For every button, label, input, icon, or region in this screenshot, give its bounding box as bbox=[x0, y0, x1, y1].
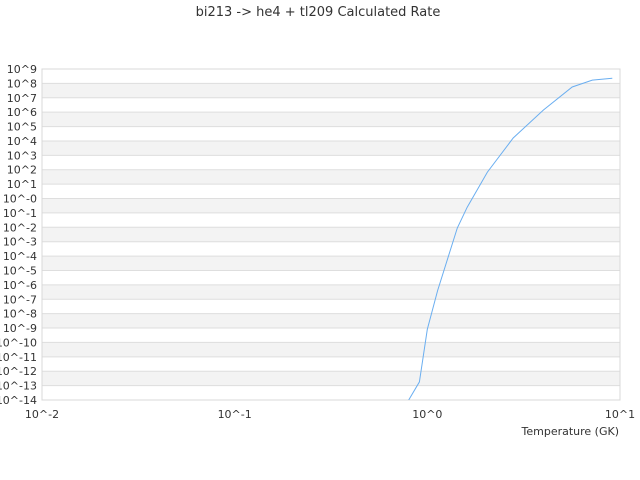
y-tick-label: 10^-12 bbox=[0, 365, 37, 378]
plot-frame bbox=[41, 68, 621, 401]
y-tick-label: 10^9 bbox=[7, 63, 37, 76]
grid-band bbox=[42, 227, 620, 242]
y-tick-label: 10^-2 bbox=[3, 221, 37, 234]
y-tick-label: 10^-4 bbox=[3, 250, 37, 263]
y-tick-label: 10^4 bbox=[7, 135, 37, 148]
grid-band bbox=[42, 256, 620, 271]
grid-band bbox=[42, 371, 620, 386]
y-tick-label: 10^-5 bbox=[3, 264, 37, 277]
grid-band bbox=[42, 313, 620, 329]
series-group bbox=[408, 77, 613, 400]
y-tick-label: 10^-6 bbox=[3, 279, 37, 292]
x-axis-label: Temperature (GK) bbox=[521, 425, 620, 438]
x-tick-label: 10^1 bbox=[605, 408, 635, 421]
y-tick-label: 10^7 bbox=[7, 92, 37, 105]
grid-bands bbox=[42, 83, 620, 386]
y-tick-label: 10^-13 bbox=[0, 380, 37, 393]
y-tick-label: 10^8 bbox=[7, 77, 37, 90]
y-tick-label: 10^-11 bbox=[0, 351, 37, 364]
y-tick-label: 10^-0 bbox=[3, 193, 37, 206]
y-tick-label: 10^-10 bbox=[0, 336, 37, 349]
y-tick-label: 10^6 bbox=[7, 106, 37, 119]
y-tick-label: 10^2 bbox=[7, 164, 37, 177]
y-axis: 10^910^8 10^710^6 10^510^410^3 10^210^1 10^-… bbox=[0, 63, 37, 407]
grid-band bbox=[42, 284, 620, 300]
y-tick-label: 10^-9 bbox=[3, 322, 37, 335]
grid-band bbox=[42, 83, 620, 98]
series-line bbox=[408, 77, 613, 400]
y-tick-label: 10^-14 bbox=[0, 394, 37, 407]
chart-title: bi213 -> he4 + tl209 Calculated Rate bbox=[196, 5, 441, 20]
y-tick-label: 10^1 bbox=[7, 178, 37, 191]
x-tick-label: 10^0 bbox=[412, 408, 442, 421]
grid-band bbox=[42, 112, 620, 127]
y-tick-label: 10^3 bbox=[7, 149, 37, 162]
grid-band bbox=[42, 198, 620, 213]
y-tick-label: 10^-3 bbox=[3, 236, 37, 249]
y-tick-label: 10^-8 bbox=[3, 308, 37, 321]
x-tick-label: 10^-2 bbox=[25, 408, 59, 421]
grid-band bbox=[42, 169, 620, 185]
grid-band bbox=[42, 140, 620, 156]
x-tick-label: 10^-1 bbox=[218, 408, 252, 421]
x-axis: 10^-2 10^-1 10^0 10^1 bbox=[25, 408, 635, 421]
y-tick-label: 10^-7 bbox=[3, 293, 37, 306]
y-tick-label: 10^-1 bbox=[3, 207, 37, 220]
grid-band bbox=[42, 342, 620, 357]
y-tick-label: 10^5 bbox=[7, 121, 37, 134]
grid-lines bbox=[42, 68, 620, 401]
